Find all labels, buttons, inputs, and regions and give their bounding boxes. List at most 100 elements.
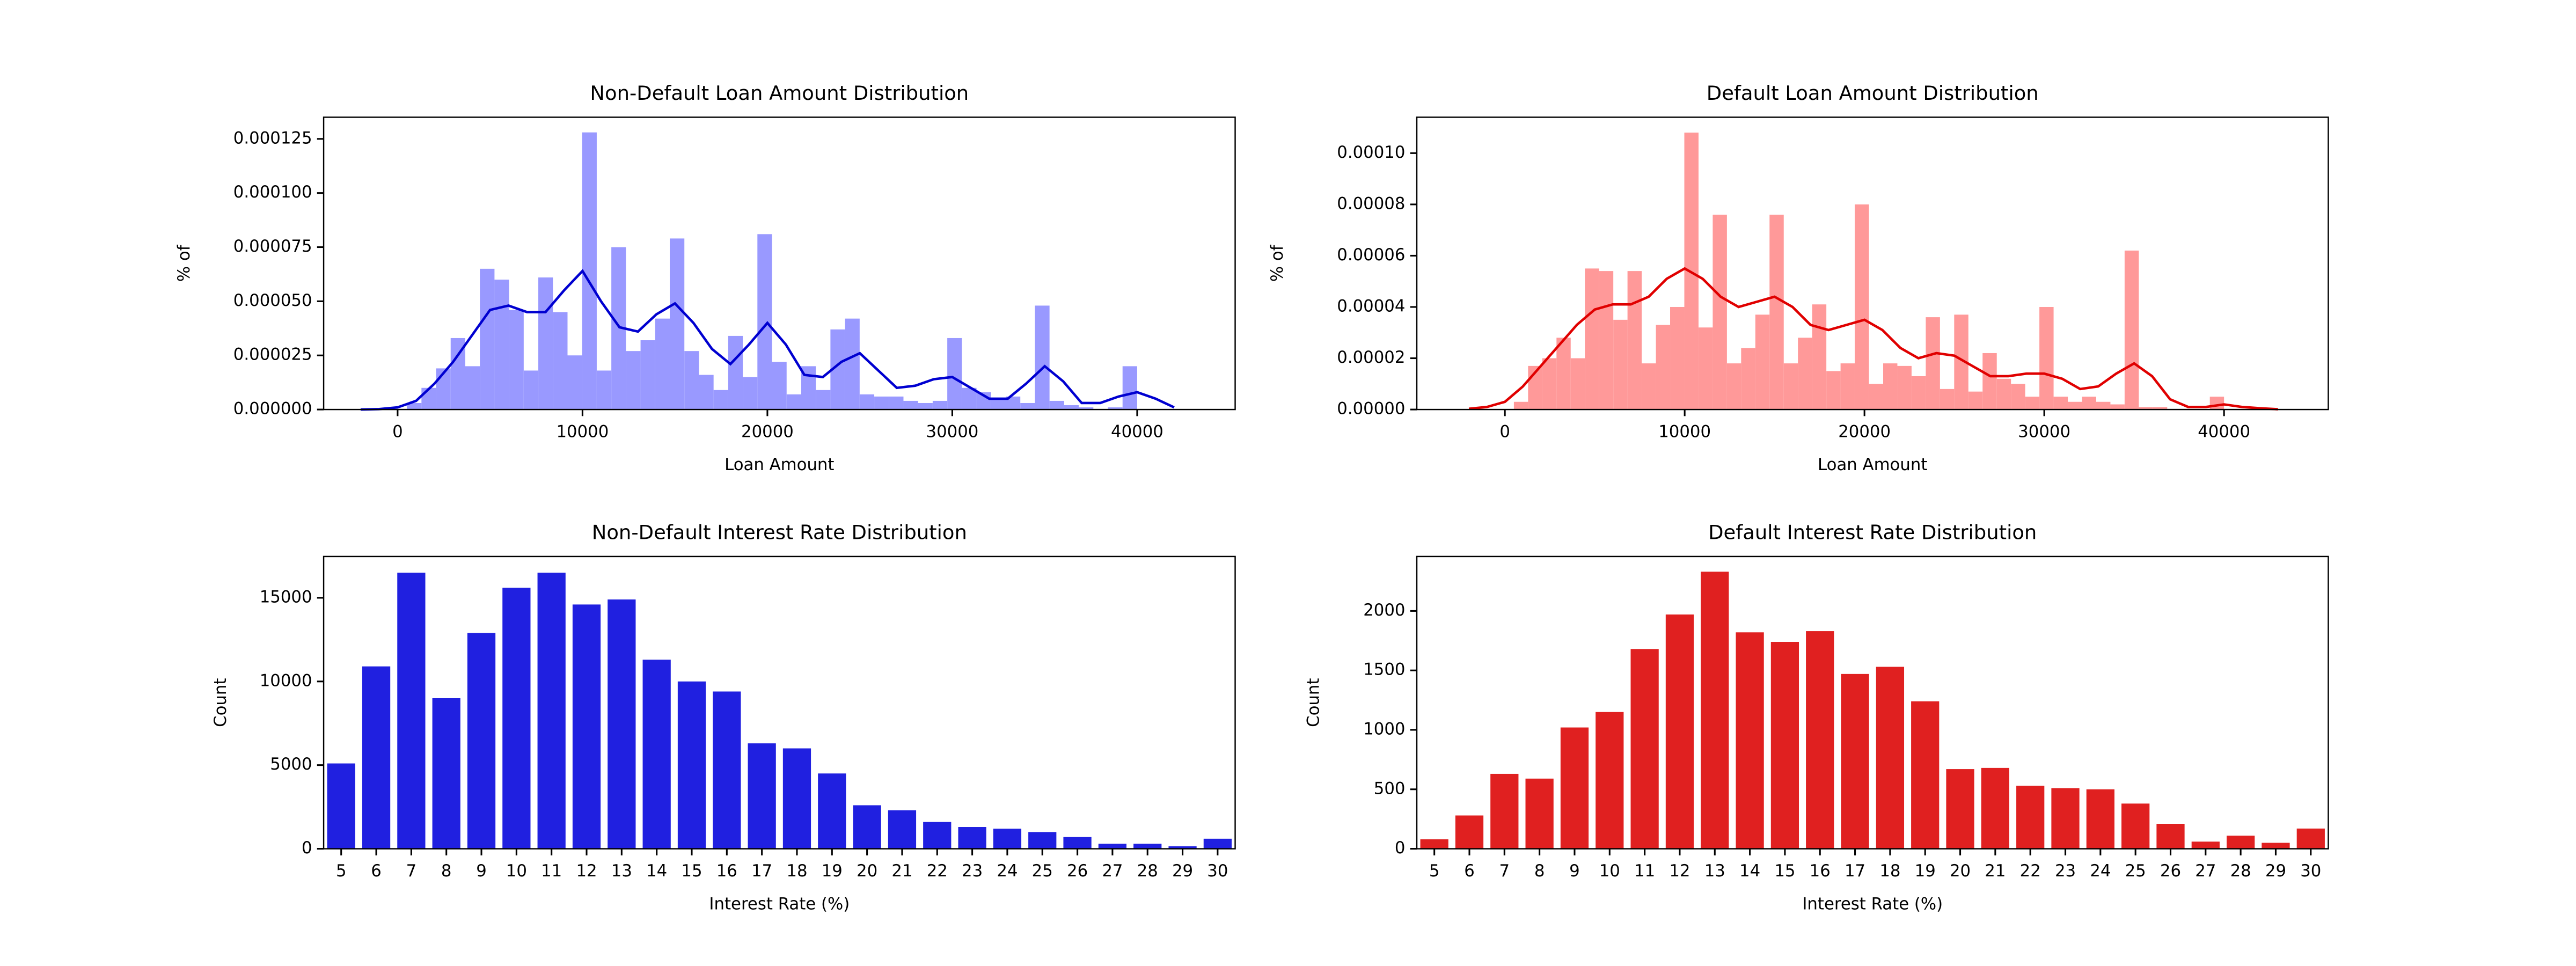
y-tick-label: 0.000000 <box>233 399 312 419</box>
bar <box>1596 712 1624 849</box>
hist-bar <box>2011 384 2025 410</box>
x-tick-label: 5 <box>1429 861 1440 881</box>
hist-bar <box>1020 402 1035 410</box>
hist-bar <box>1982 353 1997 410</box>
x-tick-label: 9 <box>1569 861 1580 881</box>
x-tick-label: 27 <box>2195 861 2216 881</box>
hist-bar <box>728 335 743 410</box>
hist-bar <box>1698 327 1713 410</box>
x-tick-label: 15 <box>1774 861 1795 881</box>
bar <box>1168 846 1197 849</box>
hist-bar <box>874 396 889 410</box>
hist-bar <box>1079 407 1094 410</box>
x-axis-label: Interest Rate (%) <box>1802 895 1943 914</box>
plot-frame <box>323 116 1236 411</box>
x-tick-label: 30 <box>2300 861 2321 881</box>
x-tick-label: 16 <box>716 861 737 881</box>
bar <box>537 573 566 849</box>
bar <box>1770 642 1799 849</box>
y-tick-label: 0 <box>1395 838 1406 858</box>
hist-bar <box>538 277 553 410</box>
x-tick-label: 14 <box>646 861 667 881</box>
x-tick-label: 20000 <box>1838 422 1891 442</box>
y-tick-label: 15000 <box>260 587 312 606</box>
hist-bar <box>1713 215 1727 410</box>
bar <box>2227 836 2255 849</box>
hist-bar <box>1869 384 1883 410</box>
x-tick-label: 40000 <box>2198 422 2250 442</box>
hist-bar <box>889 396 904 410</box>
plot-frame <box>1416 116 2329 411</box>
hist-bar <box>1599 271 1614 410</box>
y-tick-label: 2000 <box>1363 601 1405 620</box>
hist-bar <box>1570 358 1585 410</box>
x-tick-label: 20000 <box>741 422 794 442</box>
hist-bar <box>596 370 612 410</box>
x-tick-label: 5 <box>336 861 347 881</box>
bar <box>853 805 881 849</box>
x-tick-label: 30 <box>1207 861 1228 881</box>
hist-bar <box>743 377 758 410</box>
bar <box>1736 632 1764 849</box>
bar <box>2016 786 2045 849</box>
hist-bar <box>684 351 699 410</box>
bar <box>1911 701 1940 849</box>
hist-bar <box>1755 314 1770 410</box>
y-tick-label: 0.00010 <box>1337 143 1405 162</box>
x-axis-label: Loan Amount <box>1818 455 1927 474</box>
x-tick-label: 40000 <box>1111 422 1163 442</box>
hist-bar <box>1741 348 1755 410</box>
bar <box>818 773 846 849</box>
hist-bar <box>2082 397 2096 410</box>
y-tick-label: 0.00006 <box>1337 245 1405 265</box>
y-tick-label: 0.000100 <box>233 182 312 202</box>
y-tick-label: 0.000050 <box>233 291 312 310</box>
chart-title: Default Interest Rate Distribution <box>1708 521 2037 544</box>
hist-bar <box>859 394 875 410</box>
bar <box>1203 838 1232 849</box>
hist-bar <box>713 390 728 410</box>
hist-bar <box>2025 397 2040 410</box>
bar <box>1490 773 1519 849</box>
hist-bar <box>1883 363 1898 410</box>
hist-bar <box>523 370 539 410</box>
bar <box>1876 667 1905 849</box>
x-tick-label: 28 <box>1137 861 1158 881</box>
hist-bar <box>786 394 801 410</box>
hist-bar <box>436 368 451 410</box>
hist-bar <box>2209 397 2224 410</box>
hist-bar <box>494 280 509 410</box>
hist-bar <box>962 387 977 410</box>
hist-bar <box>1926 317 1940 410</box>
hist-bar <box>757 234 772 410</box>
x-tick-label: 24 <box>997 861 1018 881</box>
x-tick-label: 28 <box>2230 861 2251 881</box>
x-tick-label: 0 <box>1499 422 1510 442</box>
x-tick-label: 22 <box>2020 861 2041 881</box>
hist-bar <box>1726 363 1741 410</box>
hist-bar <box>2068 401 2082 410</box>
chart-title: Default Loan Amount Distribution <box>1707 82 2039 105</box>
hist-bar <box>1911 376 1926 410</box>
hist-bar <box>421 387 436 410</box>
x-tick-label: 20 <box>1950 861 1971 881</box>
hist-bar <box>772 362 787 410</box>
hist-bar <box>1613 319 1628 410</box>
y-tick-label: 0.000025 <box>233 345 312 364</box>
x-axis-label: Loan Amount <box>724 455 834 474</box>
bar <box>1981 767 2010 849</box>
x-tick-label: 23 <box>962 861 983 881</box>
y-tick-label: 0 <box>302 838 312 858</box>
x-tick-label: 7 <box>1499 861 1510 881</box>
y-tick-label: 0.00002 <box>1337 348 1405 367</box>
hist-bar <box>1108 407 1123 410</box>
x-tick-label: 16 <box>1810 861 1831 881</box>
x-tick-label: 29 <box>1172 861 1193 881</box>
x-tick-label: 7 <box>406 861 417 881</box>
bar <box>2051 788 2080 849</box>
bar <box>958 827 986 849</box>
x-tick-label: 17 <box>1845 861 1865 881</box>
x-tick-label: 6 <box>1464 861 1475 881</box>
y-tick-label: 0.00000 <box>1337 399 1405 419</box>
